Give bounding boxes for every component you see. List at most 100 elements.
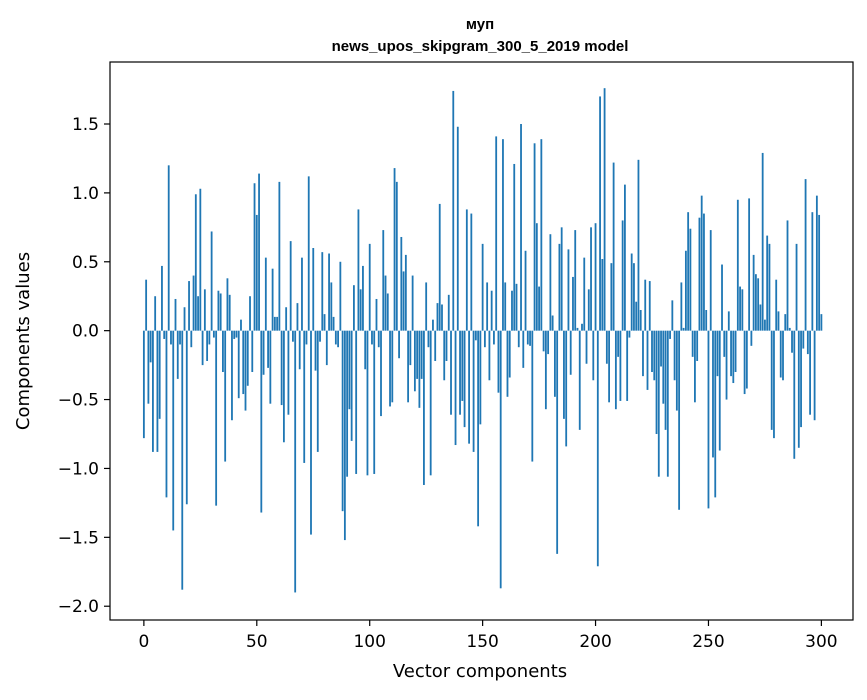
bar bbox=[447, 294, 450, 331]
bar bbox=[461, 330, 464, 401]
bar bbox=[260, 330, 263, 513]
bar bbox=[416, 330, 419, 379]
bar bbox=[700, 195, 703, 331]
bar bbox=[328, 253, 330, 331]
bar bbox=[696, 330, 699, 361]
bar bbox=[233, 330, 236, 339]
bar bbox=[312, 248, 315, 331]
bar bbox=[703, 213, 705, 331]
bar bbox=[511, 290, 513, 331]
bar bbox=[804, 179, 807, 331]
bar bbox=[520, 124, 522, 331]
bar bbox=[556, 330, 559, 554]
bar bbox=[709, 230, 712, 331]
bar bbox=[791, 330, 793, 353]
bar bbox=[669, 330, 671, 339]
bar bbox=[411, 275, 414, 331]
bar bbox=[488, 330, 491, 381]
bar bbox=[438, 203, 441, 331]
bar bbox=[574, 230, 577, 331]
bar bbox=[716, 330, 719, 377]
bar bbox=[653, 330, 656, 381]
bar bbox=[535, 223, 538, 331]
x-axis-ticks: 0 50 100 150 200 250 300 bbox=[138, 620, 838, 652]
bar bbox=[172, 330, 175, 531]
bar bbox=[775, 279, 778, 331]
y-tick-label: −2.0 bbox=[58, 597, 99, 617]
bar bbox=[558, 243, 561, 331]
y-tick-label: −1.0 bbox=[58, 459, 99, 479]
bar bbox=[395, 181, 398, 331]
bar bbox=[608, 330, 610, 403]
bar bbox=[362, 265, 364, 331]
bar bbox=[271, 268, 274, 331]
bar bbox=[357, 209, 360, 331]
bar bbox=[673, 330, 676, 381]
bar bbox=[544, 330, 547, 410]
bar bbox=[739, 286, 741, 331]
bar bbox=[705, 310, 708, 331]
bar bbox=[249, 296, 251, 331]
bar bbox=[206, 330, 209, 361]
bar bbox=[698, 217, 701, 331]
bar bbox=[212, 330, 215, 338]
bar bbox=[181, 330, 184, 590]
bar bbox=[610, 263, 613, 331]
bar bbox=[567, 249, 570, 331]
bar bbox=[624, 184, 626, 331]
bar bbox=[592, 330, 595, 381]
bar bbox=[531, 330, 534, 462]
bar bbox=[551, 315, 554, 331]
bar bbox=[287, 330, 290, 415]
bar bbox=[524, 250, 527, 331]
bar bbox=[235, 330, 238, 338]
bar bbox=[660, 330, 662, 367]
bar bbox=[666, 330, 669, 477]
bar bbox=[246, 330, 249, 386]
bar bbox=[470, 213, 473, 331]
bar bbox=[603, 88, 606, 331]
bar bbox=[675, 330, 678, 411]
bar bbox=[262, 330, 265, 375]
bar bbox=[497, 330, 500, 393]
bar bbox=[194, 194, 197, 331]
bar bbox=[350, 330, 353, 441]
bar bbox=[754, 274, 757, 331]
bar bbox=[292, 330, 294, 342]
chart-title-line-2: news_upos_skipgram_300_5_2019 model bbox=[332, 38, 629, 55]
bar bbox=[321, 252, 324, 331]
bar bbox=[750, 330, 753, 346]
bar bbox=[714, 330, 717, 498]
x-tick-label: 200 bbox=[579, 632, 611, 652]
bar bbox=[423, 330, 425, 485]
bar bbox=[197, 296, 199, 331]
bar bbox=[815, 195, 818, 331]
bar bbox=[648, 281, 651, 331]
bar bbox=[630, 253, 633, 331]
bar bbox=[773, 330, 775, 439]
bar bbox=[145, 279, 148, 331]
bar bbox=[585, 330, 588, 364]
bar bbox=[474, 330, 477, 341]
bar bbox=[258, 173, 260, 331]
bar bbox=[409, 330, 412, 366]
bar bbox=[167, 165, 170, 331]
bar bbox=[766, 235, 769, 331]
bar bbox=[165, 330, 168, 498]
chart-title-line-1: муп bbox=[466, 16, 494, 33]
bar bbox=[434, 330, 437, 361]
bar bbox=[289, 241, 292, 331]
bar bbox=[298, 330, 301, 370]
bar bbox=[253, 183, 256, 331]
bar bbox=[569, 330, 572, 375]
bar bbox=[278, 181, 281, 331]
bar bbox=[779, 330, 782, 378]
bar bbox=[282, 330, 285, 443]
bar bbox=[413, 330, 416, 392]
bar bbox=[402, 271, 405, 331]
bar bbox=[547, 330, 550, 355]
x-tick-label: 300 bbox=[805, 632, 837, 652]
bar bbox=[163, 330, 166, 339]
bar bbox=[560, 227, 563, 331]
bar bbox=[481, 243, 484, 331]
